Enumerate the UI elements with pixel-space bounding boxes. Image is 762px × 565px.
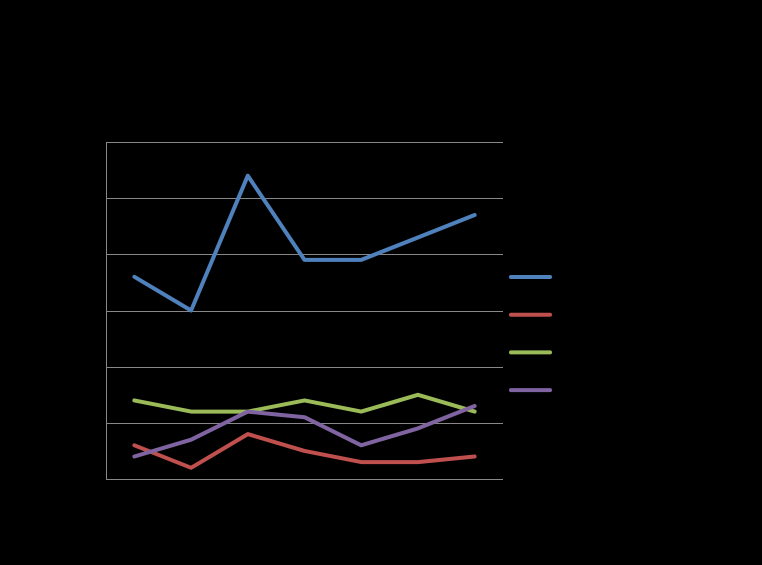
series-line [132, 432, 477, 470]
series-line [132, 173, 477, 313]
series-line [132, 404, 477, 459]
series-line [132, 392, 477, 414]
